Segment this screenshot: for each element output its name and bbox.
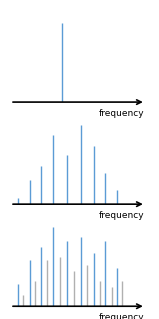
Text: frequency: frequency <box>99 313 144 319</box>
Text: frequency: frequency <box>99 211 144 220</box>
Text: frequency: frequency <box>99 109 144 118</box>
